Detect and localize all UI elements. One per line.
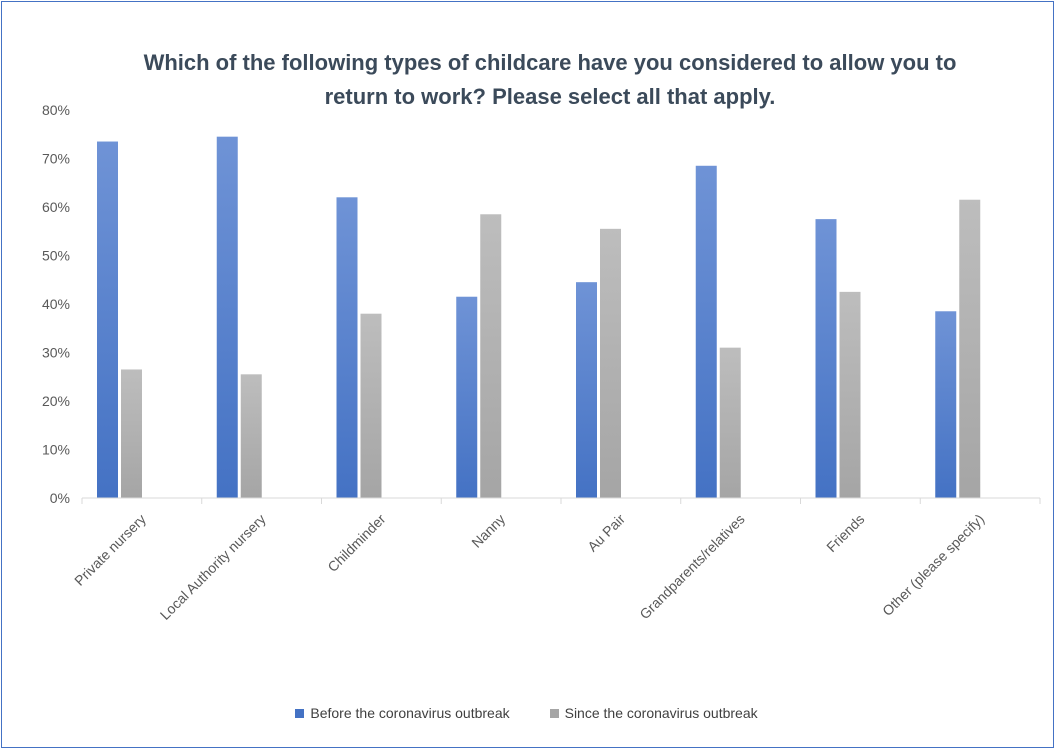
y-tick-label: 60% (42, 199, 70, 215)
legend-label-before: Before the coronavirus outbreak (310, 705, 510, 721)
bar-before (456, 296, 478, 498)
bar-since (121, 369, 142, 498)
x-axis: Private nursery Local Authority nursery Ch… (71, 497, 1041, 623)
bar-since (240, 374, 262, 498)
bar-before (935, 311, 957, 498)
bar-since (600, 228, 621, 498)
bar-before (815, 219, 837, 498)
x-tick-label: Au Pair (584, 511, 628, 555)
x-tick-label: Nanny (468, 511, 508, 551)
legend-swatch-since (549, 708, 559, 718)
bar-before (336, 197, 358, 499)
legend-label-since: Since the coronavirus outbreak (564, 705, 758, 721)
y-tick-label: 50% (42, 248, 70, 264)
bar-since (480, 214, 502, 498)
x-tick-label: Grandparents/relatives (636, 511, 747, 622)
x-tick-label: Other (please specify) (879, 511, 987, 619)
legend-item-since: Since the coronavirus outbreak (549, 705, 758, 721)
y-axis: 0% 10% 20% 30% 40% 50% 60% 70% 80% (42, 102, 70, 506)
bars-group (97, 136, 981, 499)
chart-title: Which of the following types of childcar… (143, 50, 957, 109)
y-tick-label: 10% (42, 442, 70, 458)
x-tick-label: Friends (823, 511, 867, 555)
y-tick-label: 20% (42, 393, 70, 409)
x-tick-label: Childminder (324, 511, 388, 575)
bar-before (97, 141, 118, 498)
x-tick-label: Private nursery (71, 511, 149, 589)
bar-since (719, 347, 741, 498)
bar-before (695, 165, 717, 498)
bar-since (360, 313, 382, 498)
y-tick-label: 40% (42, 296, 70, 312)
legend-swatch-before (295, 708, 305, 718)
legend: Before the coronavirus outbreak Since th… (0, 705, 1053, 721)
x-tick-label: Local Authority nursery (157, 511, 269, 623)
y-tick-label: 30% (42, 345, 70, 361)
bar-since (839, 291, 861, 498)
y-tick-label: 0% (50, 490, 70, 506)
y-tick-label: 70% (42, 151, 70, 167)
y-tick-label: 80% (42, 102, 70, 118)
bar-before (216, 136, 238, 499)
legend-item-before: Before the coronavirus outbreak (295, 705, 510, 721)
bar-before (576, 282, 597, 498)
bar-since (959, 199, 981, 498)
